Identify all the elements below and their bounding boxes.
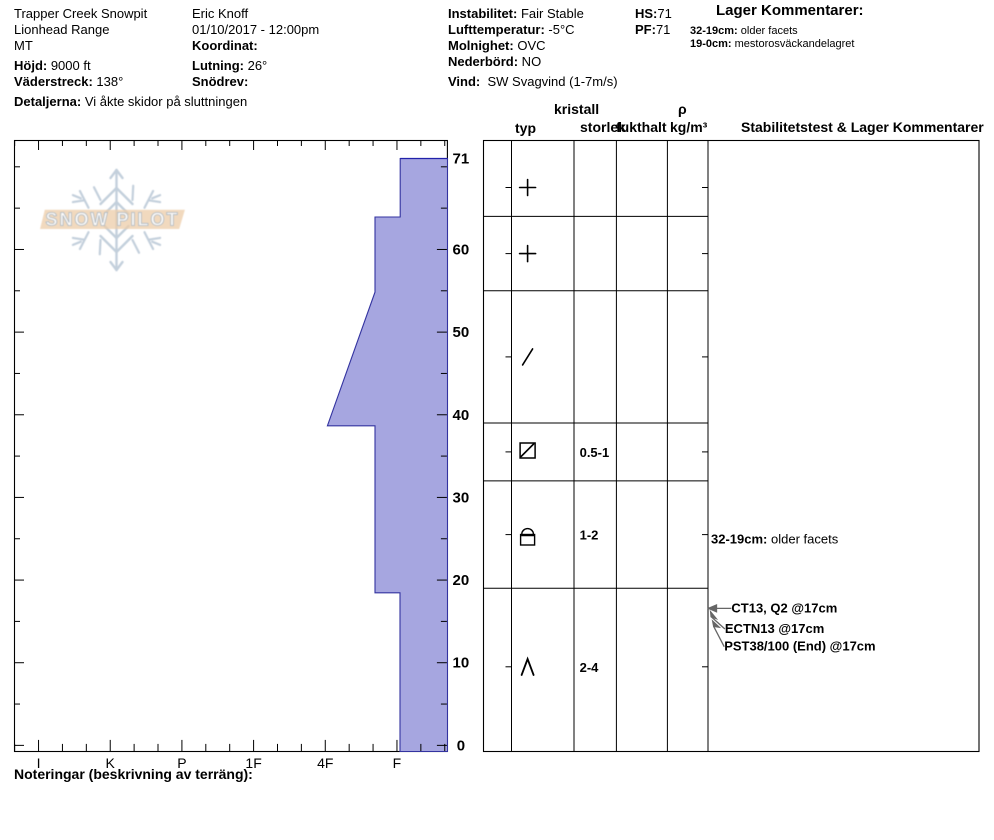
- svg-text:30: 30: [453, 489, 470, 506]
- svg-text:ECTN13 @17cm: ECTN13 @17cm: [725, 621, 824, 636]
- svg-text:F: F: [393, 755, 402, 771]
- svg-text:32-19cm: older facets: 32-19cm: older facets: [711, 532, 839, 547]
- svg-text:40: 40: [453, 407, 470, 424]
- svg-text:PST38/100 (End) @17cm: PST38/100 (End) @17cm: [724, 639, 875, 654]
- svg-text:CT13, Q2 @17cm: CT13, Q2 @17cm: [731, 600, 837, 615]
- svg-text:20: 20: [453, 572, 470, 589]
- svg-text:0: 0: [457, 737, 465, 754]
- svg-text:4F: 4F: [317, 755, 333, 771]
- svg-text:1-2: 1-2: [580, 528, 599, 543]
- svg-text:SNOW PILOT: SNOW PILOT: [46, 210, 180, 230]
- svg-text:2-4: 2-4: [580, 660, 600, 675]
- svg-text:60: 60: [453, 241, 470, 258]
- svg-text:71: 71: [453, 151, 470, 168]
- svg-text:0.5-1: 0.5-1: [580, 445, 610, 460]
- svg-text:10: 10: [453, 655, 470, 672]
- svg-text:50: 50: [453, 324, 470, 341]
